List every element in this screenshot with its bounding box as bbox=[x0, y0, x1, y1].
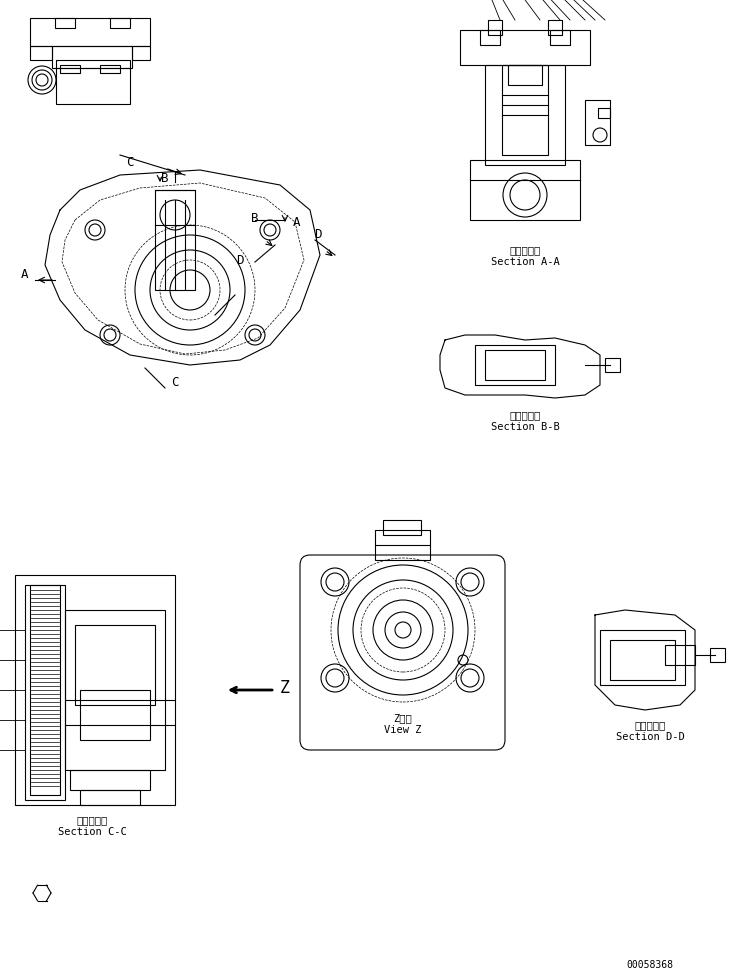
Bar bbox=[485, 65, 565, 165]
Bar bbox=[502, 65, 548, 155]
Bar bbox=[475, 345, 555, 385]
Text: Section B-B: Section B-B bbox=[490, 422, 559, 432]
Bar bbox=[30, 585, 60, 795]
Bar bbox=[665, 645, 695, 665]
Bar bbox=[110, 18, 130, 28]
Bar bbox=[600, 630, 685, 685]
Text: A: A bbox=[21, 269, 29, 281]
Bar bbox=[508, 65, 542, 85]
Bar bbox=[60, 65, 80, 73]
Bar bbox=[75, 625, 155, 705]
Text: B: B bbox=[251, 211, 259, 225]
Bar bbox=[550, 30, 570, 45]
Bar bbox=[100, 65, 120, 73]
Text: 断面Ｂ－Ｂ: 断面Ｂ－Ｂ bbox=[509, 410, 541, 420]
Bar bbox=[585, 100, 610, 145]
Bar bbox=[598, 108, 610, 118]
Text: C: C bbox=[126, 156, 134, 168]
Bar bbox=[375, 530, 430, 560]
Bar bbox=[155, 190, 195, 290]
Text: D: D bbox=[314, 229, 321, 241]
Bar bbox=[52, 46, 132, 68]
Text: Section C-C: Section C-C bbox=[58, 827, 126, 837]
Bar bbox=[80, 690, 150, 740]
Text: D: D bbox=[236, 254, 244, 267]
Text: Section D-D: Section D-D bbox=[616, 732, 684, 742]
Bar bbox=[383, 520, 421, 535]
Text: B: B bbox=[161, 171, 169, 185]
Bar bbox=[470, 160, 580, 220]
Text: 断面Ｄ－Ｄ: 断面Ｄ－Ｄ bbox=[634, 720, 666, 730]
Bar bbox=[30, 46, 52, 60]
Text: View Z: View Z bbox=[385, 725, 422, 735]
Text: Z: Z bbox=[280, 679, 290, 697]
Bar bbox=[485, 350, 545, 380]
Bar bbox=[710, 648, 725, 662]
Bar bbox=[70, 770, 150, 790]
Text: Z　視: Z 視 bbox=[393, 713, 413, 723]
Bar bbox=[65, 610, 165, 770]
Bar bbox=[25, 585, 65, 800]
Bar bbox=[30, 18, 150, 46]
Bar bbox=[460, 30, 590, 65]
Bar bbox=[610, 640, 675, 680]
Bar bbox=[56, 60, 130, 104]
Bar bbox=[132, 46, 150, 60]
Text: 00058368: 00058368 bbox=[627, 960, 674, 970]
Text: A: A bbox=[294, 215, 301, 229]
Bar bbox=[55, 18, 75, 28]
Text: Section A-A: Section A-A bbox=[490, 257, 559, 267]
Bar bbox=[488, 20, 502, 35]
Text: 断面Ｃ－Ｃ: 断面Ｃ－Ｃ bbox=[76, 815, 108, 825]
Bar bbox=[480, 30, 500, 45]
Text: C: C bbox=[171, 377, 179, 389]
Bar bbox=[15, 575, 175, 805]
Text: 断面Ａ－Ａ: 断面Ａ－Ａ bbox=[509, 245, 541, 255]
Bar bbox=[80, 790, 140, 805]
Bar bbox=[548, 20, 562, 35]
Bar bbox=[605, 358, 620, 372]
